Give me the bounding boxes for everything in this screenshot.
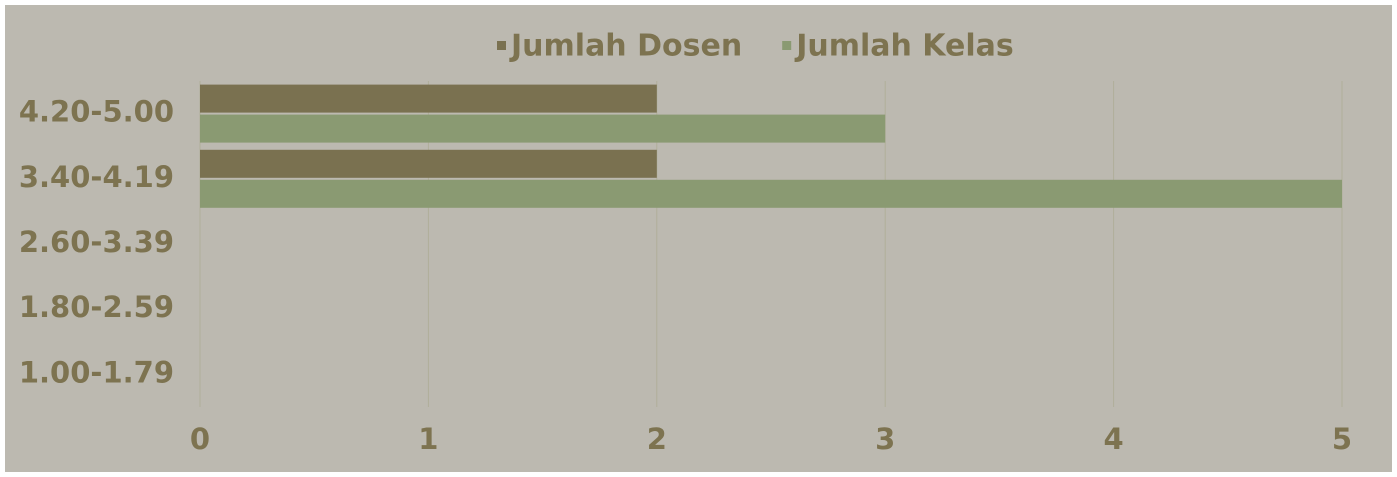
x-tick-label: 0 <box>190 422 210 456</box>
chart-background <box>5 5 1392 472</box>
x-tick-label: 4 <box>1104 422 1124 456</box>
bar <box>200 84 657 113</box>
bar <box>200 149 657 178</box>
legend-marker <box>497 41 506 50</box>
legend-label: Jumlah Kelas <box>794 29 1014 64</box>
legend-marker <box>782 41 792 50</box>
y-tick-label: 1.80-2.59 <box>19 290 174 324</box>
bar <box>200 179 1342 208</box>
bar <box>200 114 886 143</box>
y-tick-label: 1.00-1.79 <box>19 355 174 389</box>
y-tick-label: 3.40-4.19 <box>19 160 174 194</box>
x-tick-label: 1 <box>418 422 438 456</box>
legend-label: Jumlah Dosen <box>509 29 742 64</box>
y-tick-label: 4.20-5.00 <box>19 95 174 129</box>
y-tick-label: 2.60-3.39 <box>19 225 174 259</box>
x-tick-label: 2 <box>647 422 667 456</box>
x-tick-label: 5 <box>1332 422 1352 456</box>
x-tick-label: 3 <box>875 422 895 456</box>
